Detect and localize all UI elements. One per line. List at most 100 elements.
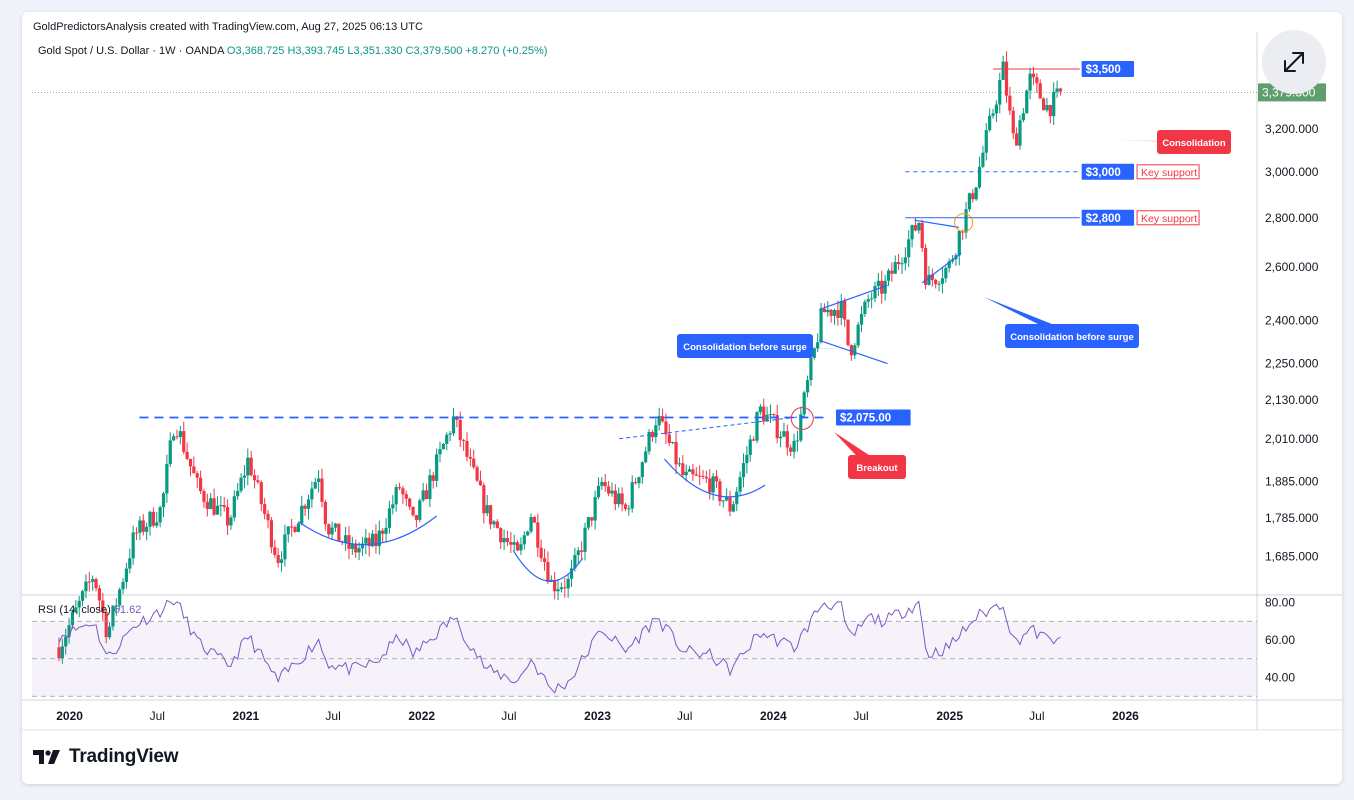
candle (57, 637, 61, 662)
candle (357, 542, 361, 561)
candle (1004, 51, 1009, 103)
candle (397, 482, 402, 491)
candle (333, 522, 338, 532)
candle (772, 413, 776, 418)
y-tick-label: 1,885.000 (1265, 475, 1319, 489)
candle (1021, 107, 1025, 123)
candle (279, 551, 284, 572)
y-tick-label: 2,400.000 (1265, 314, 1319, 328)
candle (859, 306, 864, 332)
price-chart[interactable]: 3,600.0003,200.0003,000.0002,800.0002,60… (22, 12, 1342, 784)
x-tick-label: 2023 (584, 709, 611, 723)
candle (964, 201, 968, 239)
candle (374, 524, 378, 554)
candle (266, 510, 270, 529)
candle (158, 505, 162, 528)
candle (708, 469, 712, 500)
candle (775, 404, 779, 444)
candle (215, 496, 220, 516)
candle (698, 465, 702, 485)
x-tick-label: 2026 (1112, 709, 1139, 723)
candle (175, 429, 179, 440)
candle (411, 506, 415, 517)
candle (182, 421, 186, 455)
ohlc-values: O3,368.725 H3,393.745 L3,351.330 C3,379.… (226, 45, 548, 57)
x-tick-label: Jul (853, 709, 868, 723)
rsi-tick-label: 80.00 (1265, 596, 1295, 610)
candle (438, 441, 442, 463)
tradingview-logo[interactable]: TradingView (33, 746, 179, 768)
trendline (619, 415, 807, 440)
candle (849, 344, 853, 361)
candle (691, 463, 695, 481)
y-tick-label: 1,685.000 (1265, 549, 1319, 563)
candle (856, 322, 860, 348)
candle (421, 482, 425, 503)
candle (495, 519, 499, 529)
candle (1028, 67, 1032, 100)
candle (199, 470, 203, 494)
candle (330, 521, 334, 540)
candle (320, 468, 324, 508)
candle (718, 478, 722, 507)
candle (259, 480, 263, 512)
candle (937, 280, 941, 292)
candle (664, 413, 668, 444)
candle (920, 219, 924, 253)
candle (472, 449, 476, 470)
candle (745, 446, 749, 474)
candle (414, 514, 419, 528)
candle (596, 477, 601, 500)
candle (428, 468, 432, 508)
candle (1001, 55, 1005, 81)
candle (118, 587, 122, 610)
candle (64, 628, 68, 655)
candle (529, 513, 533, 534)
candle (816, 333, 820, 352)
candle (940, 268, 945, 294)
candle (725, 488, 729, 502)
candle (80, 589, 85, 607)
expand-button[interactable] (1262, 30, 1326, 94)
candle (623, 502, 628, 512)
candle (212, 488, 216, 517)
candle (418, 498, 422, 523)
candle (593, 490, 597, 530)
rsi-pane: 80.00 60.00 40.00 (32, 596, 1295, 697)
candle (836, 300, 840, 326)
candles (57, 51, 1063, 664)
candle (893, 255, 897, 274)
candle (731, 501, 735, 513)
candle (711, 473, 715, 501)
candle (900, 257, 904, 274)
candle (124, 562, 129, 589)
candle (313, 477, 317, 490)
candle (846, 319, 850, 347)
x-tick-label: Jul (501, 709, 516, 723)
retest-circle (954, 213, 974, 233)
candle (347, 526, 351, 560)
candle (684, 464, 688, 482)
rsi-line (58, 599, 1061, 694)
x-tick-label: 2024 (760, 709, 787, 723)
candle (448, 431, 452, 442)
candle (603, 474, 607, 492)
y-tick-label: 3,000.000 (1265, 165, 1319, 179)
x-tick-label: 2025 (936, 709, 963, 723)
candle (897, 253, 901, 271)
candle (384, 518, 388, 543)
candle (236, 483, 240, 500)
candle (317, 469, 321, 493)
candle (151, 507, 155, 528)
x-tick-label: Jul (325, 709, 340, 723)
candle (792, 433, 796, 459)
candle (252, 469, 257, 489)
candle (971, 189, 975, 203)
candle (947, 258, 951, 273)
candle (74, 600, 78, 613)
candle (566, 573, 570, 598)
candle (917, 222, 921, 234)
candle (482, 482, 486, 524)
candle (222, 496, 226, 512)
candle (778, 431, 783, 448)
